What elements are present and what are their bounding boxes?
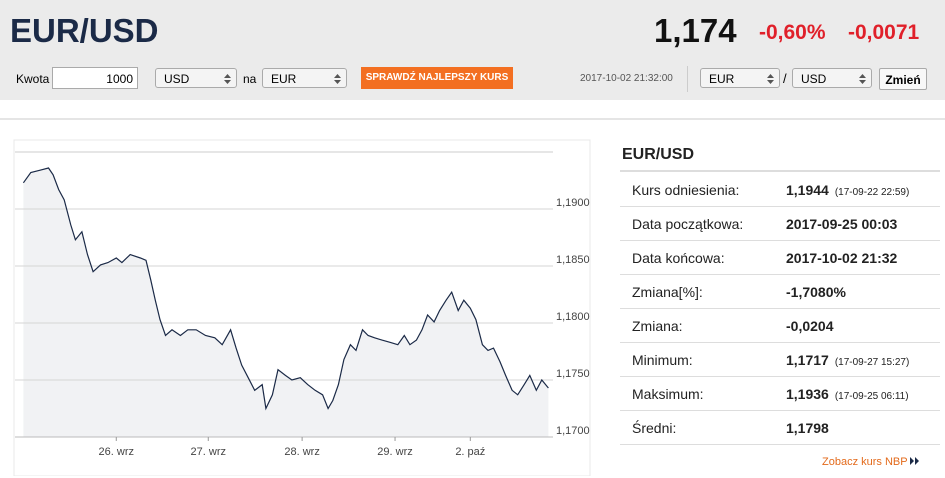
to-value: EUR	[271, 72, 297, 86]
amount-label: Kwota	[16, 72, 50, 86]
connector: na	[243, 72, 257, 86]
info-value-text: 1,1798	[786, 420, 829, 436]
y-tick-label: 1,1750	[556, 368, 590, 380]
from-value: USD	[164, 72, 190, 86]
info-value-text: 2017-09-25 00:03	[786, 216, 898, 232]
amount-input[interactable]: 1000	[52, 67, 138, 89]
info-label: Zmiana:	[632, 318, 683, 334]
info-value-text: 1,1944	[786, 182, 829, 198]
pair-to-select[interactable]: USD	[792, 68, 872, 88]
price-line	[22, 167, 549, 411]
info-label: Data końcowa:	[632, 250, 725, 266]
pair-title: EUR/USD	[10, 12, 159, 49]
info-value: -0,0204	[786, 318, 833, 334]
info-label: Maksimum:	[632, 386, 704, 402]
info-row: Maksimum: 1,1936 (17-09-25 06:11)	[620, 376, 940, 411]
info-title: EUR/USD	[622, 146, 695, 163]
info-note: (17-09-27 15:27)	[834, 357, 910, 368]
chart: 1,1700 1,1750 1,1800 1,1850 1,1900 26. wrz 27.…	[13, 139, 591, 476]
y-tick-label: 1,1800	[556, 311, 590, 323]
swap-button[interactable]: Zmień	[879, 68, 927, 90]
from-select[interactable]: USD	[155, 68, 237, 88]
x-tick-label: 28. wrz	[284, 446, 319, 458]
top-bar: EUR/USD 1,174 -0,60% -0,0071 Kwota 1000 …	[0, 0, 945, 100]
info-label: Zmiana[%]:	[632, 284, 703, 300]
info-value: 1,1798	[786, 420, 829, 436]
info-row: Zmiana: -0,0204	[620, 308, 940, 343]
info-value: 1,1944 (17-09-22 22:59)	[786, 182, 909, 198]
info-value: -1,7080%	[786, 284, 846, 300]
y-tick-label: 1,1700	[556, 425, 590, 437]
info-header: EUR/USD	[620, 138, 940, 172]
info-value-text: 1,1717	[786, 352, 829, 368]
nbp-link[interactable]: Zobacz kurs NBP	[822, 456, 920, 468]
info-value: 2017-10-02 21:32	[786, 250, 897, 266]
info-row: Data końcowa: 2017-10-02 21:32	[620, 240, 940, 275]
y-tick-label: 1,1850	[556, 254, 590, 266]
x-tick-label: 26. wrz	[99, 446, 134, 458]
info-value-text: 2017-10-02 21:32	[786, 250, 898, 266]
info-value: 1,1717 (17-09-27 15:27)	[786, 352, 909, 368]
timestamp: 2017-10-02 21:32:00	[580, 73, 673, 84]
info-value: 1,1936 (17-09-25 06:11)	[786, 386, 909, 402]
change-pct: -0,60%	[759, 21, 826, 44]
info-label: Minimum:	[632, 352, 693, 368]
info-row: Średni: 1,1798	[620, 410, 940, 445]
to-select[interactable]: EUR	[262, 68, 347, 88]
info-row: Data początkowa: 2017-09-25 00:03	[620, 206, 940, 241]
arrows-icon	[910, 457, 920, 465]
info-note: (17-09-25 06:11)	[834, 391, 909, 402]
nbp-link-text: Zobacz kurs NBP	[822, 456, 908, 468]
pair-from-value: EUR	[709, 72, 735, 86]
info-row: Kurs odniesienia: 1,1944 (17-09-22 22:59)	[620, 172, 940, 207]
info-label: Kurs odniesienia:	[632, 182, 740, 198]
pair-from-select[interactable]: EUR	[700, 68, 780, 88]
separator: /	[783, 71, 787, 86]
info-value: 2017-09-25 00:03	[786, 216, 897, 232]
change: -0,0071	[848, 21, 920, 44]
info-value-text: -0,0204	[786, 318, 834, 334]
area	[23, 168, 549, 437]
x-tick-label: 2. paź	[455, 446, 485, 458]
info-label: Średni:	[632, 420, 677, 436]
pair-to-value: USD	[801, 72, 827, 86]
rate: 1,174	[654, 12, 737, 49]
divider	[687, 66, 688, 92]
y-tick-label: 1,1900	[556, 197, 590, 209]
info-value-text: -1,7080%	[786, 284, 846, 300]
info-note: (17-09-22 22:59)	[834, 187, 910, 198]
content-panel	[0, 118, 945, 478]
best-rate-button[interactable]: SPRAWDŹ NAJLEPSZY KURS	[361, 67, 513, 89]
info-label: Data początkowa:	[632, 216, 744, 232]
info-row: Zmiana[%]: -1,7080%	[620, 274, 940, 309]
x-tick-label: 29. wrz	[377, 446, 412, 458]
info-value-text: 1,1936	[786, 386, 829, 402]
info-row: Minimum: 1,1717 (17-09-27 15:27)	[620, 342, 940, 377]
x-tick-label: 27. wrz	[191, 446, 226, 458]
